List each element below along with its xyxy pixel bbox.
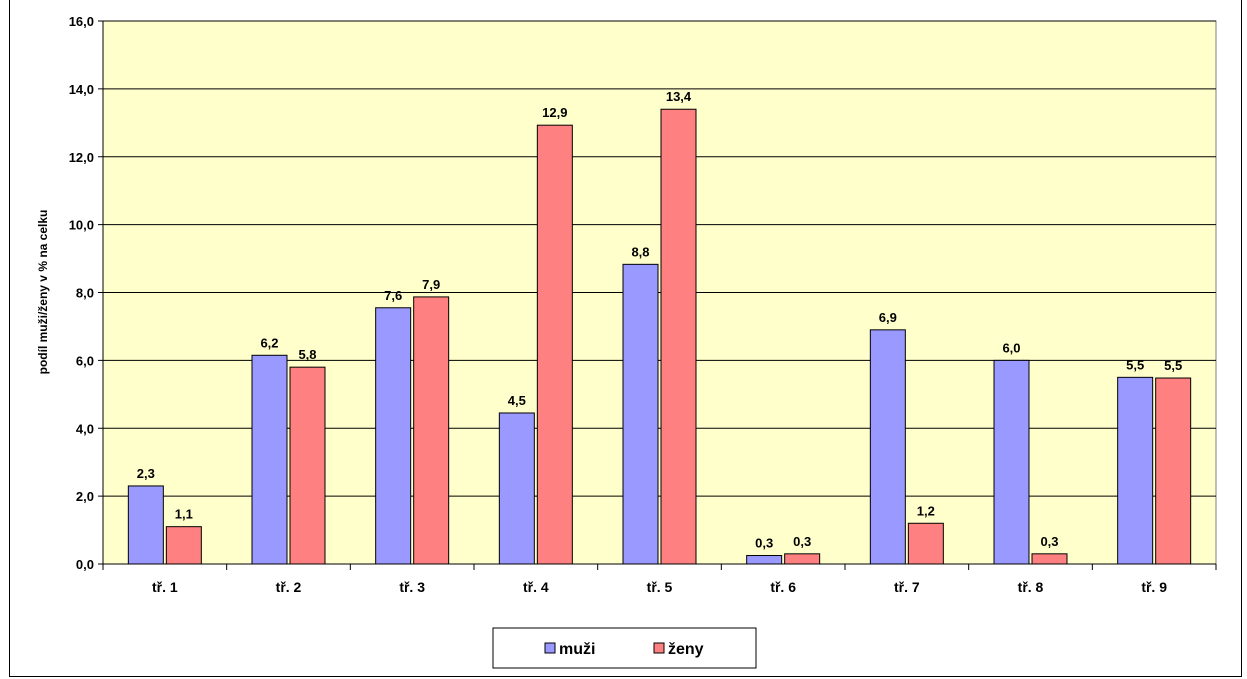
y-tick-label: 8,0 [76, 286, 94, 301]
legend-swatch-zeny [653, 642, 665, 654]
data-label: 6,9 [879, 310, 897, 325]
y-tick-label: 4,0 [76, 421, 94, 436]
bar-muzi [993, 359, 1030, 565]
y-tick-label: 14,0 [69, 82, 94, 97]
chart-frame [9, 0, 1242, 677]
bar-muzi [869, 329, 906, 565]
y-tick-label: 0,0 [76, 557, 94, 572]
y-axis-label: podíl muži/ženy v % na celku [36, 210, 50, 375]
data-label: 0,3 [1040, 534, 1058, 549]
data-label: 5,5 [1164, 358, 1182, 373]
bar-zeny [660, 108, 697, 565]
data-label: 5,5 [1126, 357, 1144, 372]
x-tick-label: tř. 9 [1141, 579, 1167, 595]
bar-zeny [413, 296, 450, 565]
legend-swatch-muzi [544, 642, 556, 654]
data-label: 12,9 [542, 105, 567, 120]
gridlines [103, 20, 1216, 497]
legend-label: ženy [668, 641, 704, 658]
data-label: 6,0 [1002, 340, 1020, 355]
x-tick-label: tř. 3 [399, 579, 425, 595]
data-label: 1,1 [175, 507, 193, 522]
bar-zeny [289, 366, 326, 565]
bars [127, 108, 1192, 565]
y-tick-label: 2,0 [76, 489, 94, 504]
bar-zeny [1155, 377, 1192, 565]
data-labels: 2,3 6,2 7,6 4,5 8,8 0,3 6,9 6,0 5,5 1,1 5,8 7,9 12,9… [137, 89, 1182, 550]
x-axis: tř. 1 tř. 2 tř. 3 tř. 4 tř. 5 tř. 6 tř. 7 tř. 8… [102, 563, 1217, 595]
bar-zeny [165, 526, 202, 565]
bar-muzi [622, 263, 659, 565]
legend: muži ženy [492, 627, 757, 669]
x-tick-label: tř. 7 [894, 579, 920, 595]
data-label: 2,3 [137, 466, 155, 481]
bar-muzi [251, 354, 288, 565]
data-label: 7,6 [384, 288, 402, 303]
data-label: 8,8 [631, 244, 649, 259]
y-tick-label: 12,0 [69, 150, 94, 165]
bar-muzi [1117, 376, 1154, 565]
x-tick-label: tř. 6 [770, 579, 796, 595]
x-tick-label: tř. 8 [1018, 579, 1044, 595]
data-label: 1,2 [917, 503, 935, 518]
y-tick-label: 16,0 [69, 14, 94, 29]
x-tick-label: tř. 2 [276, 579, 302, 595]
bar-zeny [1031, 553, 1068, 565]
data-label: 0,3 [793, 534, 811, 549]
data-label: 6,2 [260, 335, 278, 350]
bar-muzi [127, 485, 164, 565]
data-label: 0,3 [755, 536, 773, 551]
x-tick-label: tř. 1 [152, 579, 178, 595]
y-tick-label: 10,0 [69, 218, 94, 233]
legend-box [492, 627, 757, 669]
data-label: 5,8 [298, 347, 316, 362]
bar-zeny [784, 553, 821, 565]
bar-zeny [907, 522, 944, 565]
bar-zeny [536, 124, 573, 565]
data-label: 4,5 [508, 393, 526, 408]
bar-muzi [498, 412, 535, 565]
data-label: 13,4 [666, 89, 692, 104]
x-tick-label: tř. 5 [647, 579, 673, 595]
y-tick-label: 6,0 [76, 353, 94, 368]
data-label: 7,9 [422, 277, 440, 292]
bar-muzi [746, 555, 783, 565]
bar-muzi [375, 307, 412, 565]
x-tick-label: tř. 4 [523, 579, 549, 595]
y-axis-ticks: 0,0 2,0 4,0 6,0 8,0 10,0 12,0 14,0 16,0 [69, 14, 104, 572]
legend-label: muži [559, 641, 595, 658]
